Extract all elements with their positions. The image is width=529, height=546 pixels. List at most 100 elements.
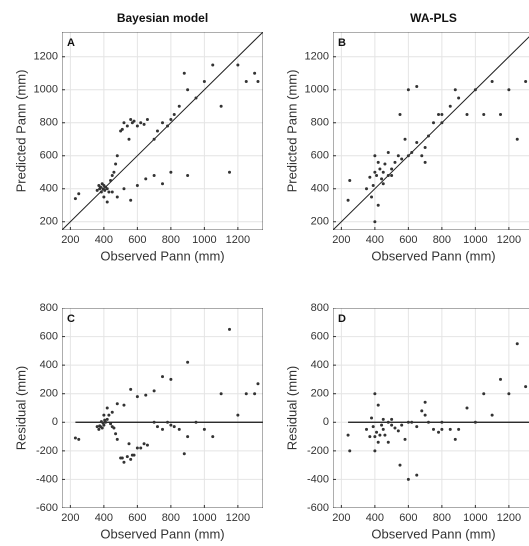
point xyxy=(406,88,410,92)
point xyxy=(115,154,119,158)
point xyxy=(142,442,146,446)
point xyxy=(135,395,139,399)
point xyxy=(169,377,173,381)
point xyxy=(410,150,414,154)
point xyxy=(95,425,99,429)
plot-bg xyxy=(333,32,529,230)
point xyxy=(432,121,435,125)
point xyxy=(375,430,379,434)
y-tick-label: 1200 xyxy=(34,51,58,63)
point xyxy=(524,80,528,83)
y-tick-label: 1000 xyxy=(34,84,58,96)
y-tick-label: 400 xyxy=(40,183,58,195)
point xyxy=(465,113,469,116)
point xyxy=(112,170,116,174)
plot-area xyxy=(333,32,529,230)
point xyxy=(373,154,377,158)
y-tick-label: -200 xyxy=(307,445,329,457)
point xyxy=(410,420,414,424)
point xyxy=(114,162,118,166)
point xyxy=(182,71,186,75)
point xyxy=(132,119,136,123)
point xyxy=(375,174,379,178)
point xyxy=(228,327,231,331)
point xyxy=(376,203,380,207)
point xyxy=(186,360,190,364)
point xyxy=(105,200,109,204)
point xyxy=(169,117,173,121)
panel-letter: D xyxy=(338,313,346,325)
panel-title: WA-PLS xyxy=(410,11,457,25)
point xyxy=(120,127,124,131)
point xyxy=(376,403,380,407)
point xyxy=(105,187,109,191)
plot-bg xyxy=(333,308,529,508)
y-axis-label: Residual (mm) xyxy=(284,366,299,451)
point xyxy=(100,426,104,430)
point xyxy=(473,420,477,424)
point xyxy=(102,423,106,427)
point xyxy=(386,150,390,154)
point xyxy=(161,182,164,186)
point xyxy=(122,187,126,191)
point xyxy=(400,157,404,161)
y-axis-label: Residual (mm) xyxy=(13,366,28,451)
point xyxy=(440,427,444,431)
point xyxy=(482,392,486,396)
point xyxy=(107,413,111,417)
point xyxy=(253,71,257,75)
x-tick-label: 1000 xyxy=(463,234,487,246)
y-tick-label: 400 xyxy=(311,183,329,195)
x-tick-label: 200 xyxy=(332,234,350,246)
point xyxy=(440,121,444,125)
point xyxy=(145,117,149,121)
point xyxy=(135,446,139,450)
point xyxy=(95,188,99,192)
x-tick-label: 400 xyxy=(366,512,384,524)
point xyxy=(368,175,372,179)
point xyxy=(166,124,170,128)
point xyxy=(386,174,390,178)
point xyxy=(103,188,107,192)
point xyxy=(109,179,113,182)
point xyxy=(139,121,143,125)
y-tick-label: 400 xyxy=(311,359,329,371)
point xyxy=(482,113,486,116)
y-tick-label: 600 xyxy=(311,330,329,342)
x-tick-label: 1000 xyxy=(463,512,487,524)
plot-bg xyxy=(62,308,263,508)
point xyxy=(415,473,419,477)
point xyxy=(253,392,257,396)
y-tick-label: 800 xyxy=(40,302,58,314)
point xyxy=(448,427,452,431)
point xyxy=(406,420,410,424)
point xyxy=(376,440,380,444)
point xyxy=(457,96,461,100)
point xyxy=(420,154,424,158)
point xyxy=(99,185,103,189)
point xyxy=(420,409,424,413)
point xyxy=(381,427,385,431)
point xyxy=(120,456,124,460)
point xyxy=(194,96,198,100)
y-tick-label: 600 xyxy=(311,150,329,162)
point xyxy=(393,160,397,164)
point xyxy=(161,375,164,379)
point xyxy=(380,177,384,181)
point xyxy=(437,113,441,116)
point xyxy=(415,425,419,429)
point xyxy=(499,377,502,381)
x-axis-label: Observed Pann (mm) xyxy=(100,526,224,541)
point xyxy=(371,425,375,429)
point xyxy=(423,413,427,417)
point xyxy=(110,174,114,178)
point xyxy=(211,435,215,439)
point xyxy=(426,134,430,138)
x-tick-label: 400 xyxy=(95,512,113,524)
point xyxy=(383,433,387,437)
point xyxy=(129,117,133,121)
point xyxy=(256,382,260,386)
point xyxy=(102,413,106,417)
point xyxy=(453,437,457,441)
panel-letter: A xyxy=(67,37,75,49)
